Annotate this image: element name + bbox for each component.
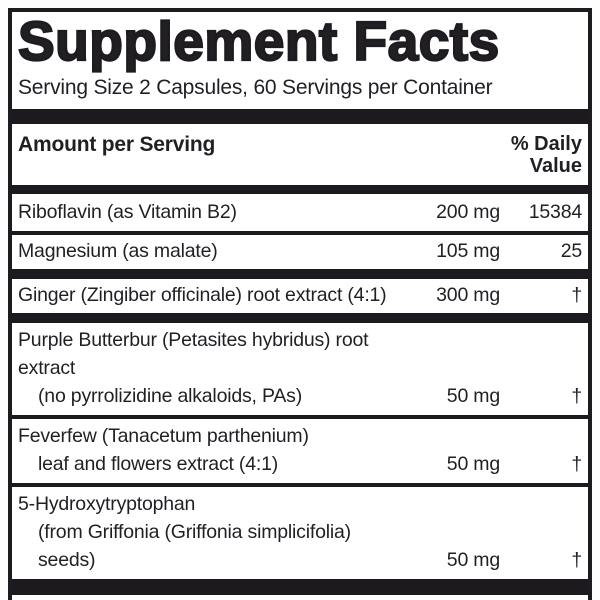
row-divider-medium	[12, 313, 588, 324]
ingredient-amount: 50 mg	[446, 453, 500, 476]
ingredient-name: Purple Butterbur (Petasites hybridus) ro…	[18, 326, 405, 410]
table-row-magnesium: Magnesium (as malate) 105 mg 25	[12, 235, 588, 269]
ingredient-name-line1: 5-Hydroxytryptophan	[18, 493, 196, 516]
table-row-5htp: 5-Hydroxytryptophan (from Griffonia (Gri…	[12, 487, 588, 579]
ingredient-amount: 105 mg	[436, 240, 500, 263]
ingredient-name-line2: leaf and flowers extract (4:1)	[38, 453, 279, 476]
ingredient-name: Magnesium (as malate)	[18, 240, 218, 263]
ingredient-amount: 300 mg	[436, 284, 500, 307]
ingredient-amount: 200 mg	[436, 201, 500, 224]
ingredient-name: 5-Hydroxytryptophan (from Griffonia (Gri…	[18, 490, 405, 574]
ingredient-amount: 50 mg	[446, 549, 500, 572]
footnote-divider-thick	[12, 579, 588, 596]
page-title: Supplement Facts	[17, 10, 500, 72]
daily-value-header: % Daily Value	[510, 133, 582, 178]
ingredient-name: Riboflavin (as Vitamin B2)	[18, 201, 237, 224]
row-divider	[12, 483, 588, 488]
ingredient-name: Feverfew (Tanacetum parthenium) leaf and…	[18, 422, 405, 478]
amount-per-serving-header: Amount per Serving	[18, 133, 216, 157]
row-divider	[12, 231, 588, 236]
section-divider-thick	[12, 109, 588, 125]
ingredient-daily-value: †	[571, 385, 582, 408]
serving-size-line: Serving Size 2 Capsules, 60 Servings per…	[18, 76, 493, 100]
ingredient-amount: 50 mg	[446, 385, 500, 408]
ingredient-daily-value: 15384	[528, 201, 582, 224]
header-divider	[12, 185, 588, 195]
ingredient-name-line1: Feverfew (Tanacetum parthenium)	[18, 425, 309, 448]
ingredient-daily-value: 25	[560, 240, 582, 263]
table-header: Amount per Serving % Daily Value	[12, 124, 588, 185]
ingredient-name: Ginger (Zingiber officinale) root extrac…	[18, 284, 387, 307]
row-divider	[12, 415, 588, 420]
ingredient-name-line1: Purple Butterbur (Petasites hybridus) ro…	[18, 329, 369, 380]
label-box: Supplement Facts Serving Size 2 Capsules…	[8, 8, 592, 600]
ingredient-name-line2: (from Griffonia (Griffonia simplicifolia…	[38, 521, 351, 572]
ingredient-daily-value: †	[571, 284, 582, 307]
footnote: † Daily Value not established	[12, 595, 588, 600]
table-row-riboflavin: Riboflavin (as Vitamin B2) 200 mg 15384	[12, 194, 588, 231]
row-divider-medium	[12, 269, 588, 280]
table-row-butterbur: Purple Butterbur (Petasites hybridus) ro…	[12, 323, 588, 415]
table-row-feverfew: Feverfew (Tanacetum parthenium) leaf and…	[12, 419, 588, 483]
table-row-ginger: Ginger (Zingiber officinale) root extrac…	[12, 279, 588, 313]
ingredient-daily-value: †	[571, 549, 582, 572]
ingredient-daily-value: †	[571, 453, 582, 476]
ingredient-name-line2: (no pyrrolizidine alkaloids, PAs)	[38, 385, 302, 408]
